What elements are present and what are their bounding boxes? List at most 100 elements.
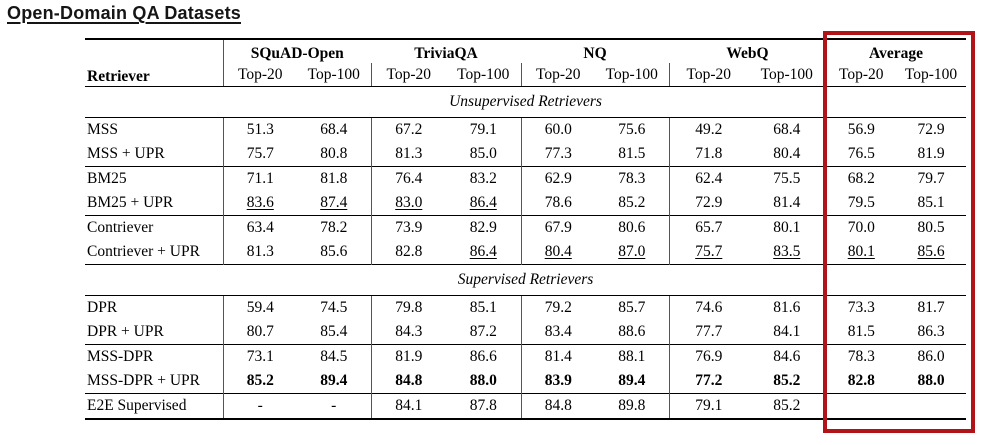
table-cell: 75.6 (595, 117, 669, 142)
table-cell: 86.3 (917, 323, 945, 341)
group-header-squad-open: SQuAD-Open (222, 39, 371, 63)
table-cell: 79.8 (370, 295, 446, 320)
table-cell: 85.1 (917, 194, 945, 212)
table-cell: 83.0 (370, 191, 446, 216)
table-cell: 88.0 (917, 372, 945, 390)
table-cell: 82.8 (370, 240, 446, 265)
table-cell: 85.2 (748, 393, 827, 419)
subheader-top-100: Top-100 (297, 63, 371, 87)
table-cell: 72.9 (668, 191, 748, 216)
table-cell: 75.5 (748, 166, 827, 191)
section-row: Unsupervised Retrievers (85, 86, 967, 118)
table-cell: 81.8 (297, 166, 371, 191)
table-cell: 63.4 (222, 215, 297, 240)
table-row: BM25 71.1 81.8 76.4 83.2 62.9 78.3 62.4 75.5 68.2… (85, 166, 967, 191)
table-cell: 49.2 (668, 117, 748, 142)
table-cell: 56.9 (825, 117, 897, 142)
table-cell: 88.6 (618, 323, 646, 341)
retriever-name: MSS + UPR (87, 145, 165, 163)
table-cell: 68.2 (825, 166, 897, 191)
table-cell: 87.8 (446, 393, 521, 419)
subheader-top-100: Top-100 (748, 63, 827, 87)
table-cell: 78.6 (520, 191, 595, 216)
table-cell: 62.9 (520, 166, 595, 191)
table-cell: 83.6 (222, 191, 297, 216)
table-cell: 65.7 (668, 215, 748, 240)
table-cell: 75.7 (222, 142, 297, 167)
table-cell: 80.6 (595, 215, 669, 240)
page-title: Open-Domain QA Datasets (7, 3, 241, 23)
table-cell: 79.7 (896, 166, 967, 191)
table-cell: 85.4 (320, 323, 348, 341)
table-body: Unsupervised Retrievers MSS 51.3 68.4 67.2 79… (85, 86, 967, 419)
table-cell: 73.9 (370, 215, 446, 240)
table-row: DPR + UPR 80.7 85.4 84.3 87.2 83.4 88.6 77.7 84.… (85, 320, 966, 345)
group-header-webq: WebQ (726, 45, 769, 63)
retriever-name: BM25 + UPR (87, 194, 174, 212)
table-cell: 79.1 (668, 393, 748, 419)
table-cell: 80.1 (748, 215, 827, 240)
table-cell: 80.4 (520, 240, 595, 265)
table-cell: 81.9 (370, 344, 446, 369)
table-cell: 81.5 (618, 145, 646, 163)
table-cell: 85.6 (917, 243, 945, 261)
table-cell: 74.5 (297, 295, 371, 320)
table-cell: 81.4 (773, 194, 801, 212)
table-cell: 76.9 (668, 344, 748, 369)
table-cell: 81.6 (748, 295, 827, 320)
retriever-name: MSS-DPR + UPR (87, 372, 200, 390)
retriever-name: DPR + UPR (87, 323, 164, 341)
table-cell: 85.0 (469, 145, 497, 163)
table-cell: 67.2 (370, 117, 446, 142)
table-cell: 73.3 (825, 295, 897, 320)
table-cell: 87.2 (469, 323, 497, 341)
table-cell: 77.3 (520, 142, 595, 167)
table-row: Contriever 63.4 78.2 73.9 82.9 67.9 80.6 65.7 80… (85, 215, 967, 240)
table-cell: 80.1 (825, 240, 897, 265)
table-cell: 85.2 (618, 194, 646, 212)
retriever-name: E2E Supervised (85, 393, 223, 419)
section-header: Unsupervised Retrievers (85, 86, 967, 118)
header-row-groups: Retriever SQuAD-Open TriviaQA NQ WebQ Average (85, 39, 966, 85)
table-cell: 51.3 (222, 117, 297, 142)
table-cell: 85.6 (320, 243, 348, 261)
table-row: Contriever + UPR 81.3 85.6 82.8 86.4 80.4 87.0… (85, 240, 966, 265)
table-cell: 88.0 (469, 372, 497, 390)
subheader-top-20: Top-20 (668, 63, 748, 87)
table-cell: 86.4 (469, 194, 497, 212)
table-cell: 78.3 (825, 344, 897, 369)
table-cell: - (222, 393, 297, 419)
table-cell: 83.2 (446, 166, 521, 191)
table-cell: 62.4 (668, 166, 748, 191)
subheader-top-100: Top-100 (595, 63, 669, 87)
table-cell: 81.9 (917, 145, 945, 163)
retriever-column-header: Retriever (87, 68, 150, 86)
table-cell: 68.4 (748, 117, 827, 142)
table-cell: 88.1 (595, 344, 669, 369)
table-cell: 86.0 (896, 344, 967, 369)
table-cell: 75.7 (668, 240, 748, 265)
table-cell: 83.9 (520, 369, 595, 394)
group-header-nq: NQ (583, 45, 607, 63)
table-row: MSS + UPR 75.7 80.8 81.3 85.0 77.3 81.5 71.8 80.… (85, 142, 966, 167)
table-cell: 84.1 (773, 323, 801, 341)
table-cell: 89.8 (595, 393, 669, 419)
table-cell: 60.0 (520, 117, 595, 142)
group-header-average: Average (869, 45, 923, 63)
table-cell: 59.4 (222, 295, 297, 320)
table-cell: 76.5 (825, 142, 897, 167)
table-cell: 68.4 (297, 117, 371, 142)
table-cell: 87.0 (618, 243, 646, 261)
table-cell: 71.8 (668, 142, 748, 167)
subheader-top-100: Top-100 (896, 63, 967, 87)
retriever-name: Contriever + UPR (87, 243, 200, 261)
table-cell: 84.8 (520, 393, 595, 419)
table-cell: 70.0 (825, 215, 897, 240)
table-cell: 77.7 (668, 320, 748, 345)
table-cell: 85.1 (446, 295, 521, 320)
table-row: BM25 + UPR 83.6 87.4 83.0 86.4 78.6 85.2 72.9 81… (85, 191, 966, 216)
table-cell: 78.3 (595, 166, 669, 191)
table-cell: 83.4 (520, 320, 595, 345)
table-cell: 86.4 (469, 243, 497, 261)
group-header-triviaqa: TriviaQA (414, 45, 478, 63)
